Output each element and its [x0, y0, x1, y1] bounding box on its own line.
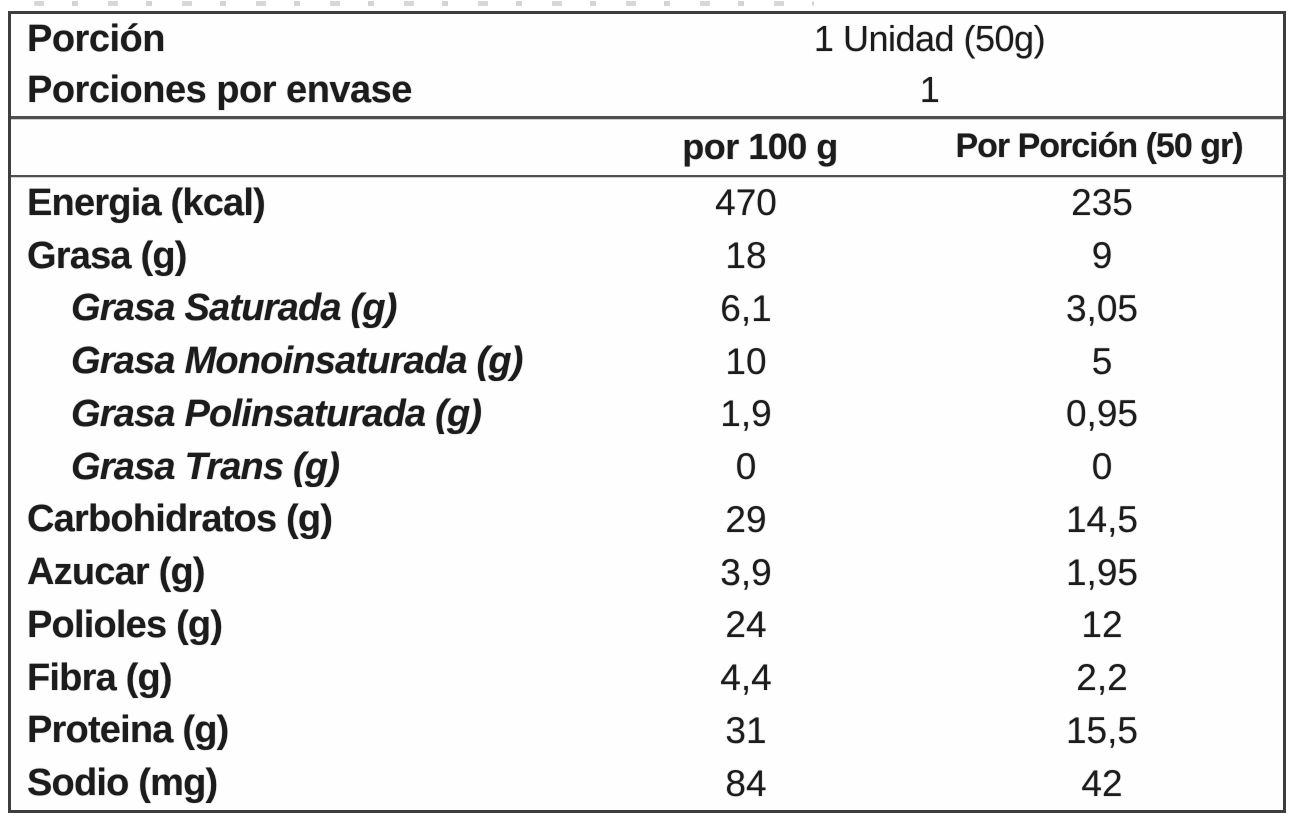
value-per-100g: 84	[725, 762, 767, 804]
table-row-proteina: Proteina (g) 31 15,5	[11, 705, 1283, 758]
nutrient-label: Sodio (mg)	[27, 762, 218, 805]
table-row-grasa-monoinsaturada: Grasa Monoinsaturada (g) 10 5	[11, 335, 1283, 388]
value-per-100g: 3,9	[720, 551, 772, 593]
column-header-per-100g: por 100 g	[682, 125, 838, 167]
nutrient-label: Energia (kcal)	[27, 181, 266, 224]
value-per-100g: 470	[715, 182, 777, 224]
table-row-grasa-polinsaturada: Grasa Polinsaturada (g) 1,9 0,95	[11, 388, 1283, 441]
nutrition-facts-table: Porción 1 Unidad (50g) Porciones por env…	[8, 11, 1286, 813]
value-per-portion: 3,05	[1065, 287, 1138, 329]
value-per-100g: 0	[735, 446, 757, 488]
value-per-100g: 29	[725, 498, 767, 540]
table-row-energia: Energia (kcal) 470 235	[11, 177, 1283, 230]
table-row-carbohidratos: Carbohidratos (g) 29 14,5	[11, 494, 1283, 547]
nutrient-label: Polioles (g)	[27, 603, 223, 646]
column-header-row: por 100 g Por Porción (50 gr)	[11, 119, 1283, 175]
serving-label: Porción	[27, 17, 165, 60]
value-per-portion: 1,95	[1065, 551, 1138, 593]
divider-line	[11, 174, 1283, 177]
value-per-portion: 14,5	[1065, 498, 1138, 540]
value-per-portion: 42	[1081, 762, 1123, 804]
nutrient-sublabel: Grasa Trans (g)	[71, 445, 340, 488]
value-per-100g: 10	[725, 340, 767, 382]
table-row-porciones-por-envase: Porciones por envase 1	[11, 64, 1283, 116]
value-per-100g: 24	[725, 604, 767, 646]
value-per-portion: 9	[1091, 235, 1113, 277]
value-per-portion: 15,5	[1065, 709, 1138, 751]
value-per-portion: 12	[1081, 604, 1123, 646]
nutrient-label: Azucar (g)	[27, 551, 206, 594]
nutrient-sublabel: Grasa Polinsaturada (g)	[71, 392, 482, 435]
nutrient-label: Carbohidratos (g)	[27, 498, 333, 541]
table-row-polioles: Polioles (g) 24 12	[11, 599, 1283, 652]
serving-value: 1 Unidad (50g)	[813, 18, 1046, 59]
value-per-100g: 1,9	[720, 393, 772, 435]
table-row-grasa-saturada: Grasa Saturada (g) 6,1 3,05	[11, 283, 1283, 336]
divider-line	[11, 116, 1283, 119]
value-per-portion: 5	[1091, 340, 1113, 382]
value-per-portion: 0,95	[1065, 393, 1138, 435]
nutrient-label: Grasa (g)	[27, 234, 187, 277]
table-row-azucar: Azucar (g) 3,9 1,95	[11, 546, 1283, 599]
table-row-grasa-trans: Grasa Trans (g) 0 0	[11, 441, 1283, 494]
value-per-portion: 0	[1091, 446, 1113, 488]
value-per-portion: 2,2	[1076, 657, 1128, 699]
nutrient-label: Fibra (g)	[27, 656, 173, 699]
value-per-portion: 235	[1071, 182, 1133, 224]
nutrient-label: Proteina (g)	[27, 709, 229, 752]
table-row-fibra: Fibra (g) 4,4 2,2	[11, 652, 1283, 705]
table-row-grasa: Grasa (g) 18 9	[11, 230, 1283, 283]
nutrient-sublabel: Grasa Monoinsaturada (g)	[71, 340, 523, 383]
value-per-100g: 18	[725, 235, 767, 277]
table-row-sodio: Sodio (mg) 84 42	[11, 757, 1283, 810]
value-per-100g: 31	[725, 709, 767, 751]
column-header-per-portion: Por Porción (50 gr)	[955, 127, 1243, 165]
value-per-100g: 6,1	[720, 287, 772, 329]
servings-per-container-value: 1	[919, 69, 940, 110]
value-per-100g: 4,4	[720, 657, 772, 699]
table-row-porcion: Porción 1 Unidad (50g)	[11, 14, 1283, 64]
servings-per-container-label: Porciones por envase	[27, 68, 412, 111]
nutrient-sublabel: Grasa Saturada (g)	[71, 287, 397, 330]
cropped-text-artifact	[34, 1, 814, 6]
